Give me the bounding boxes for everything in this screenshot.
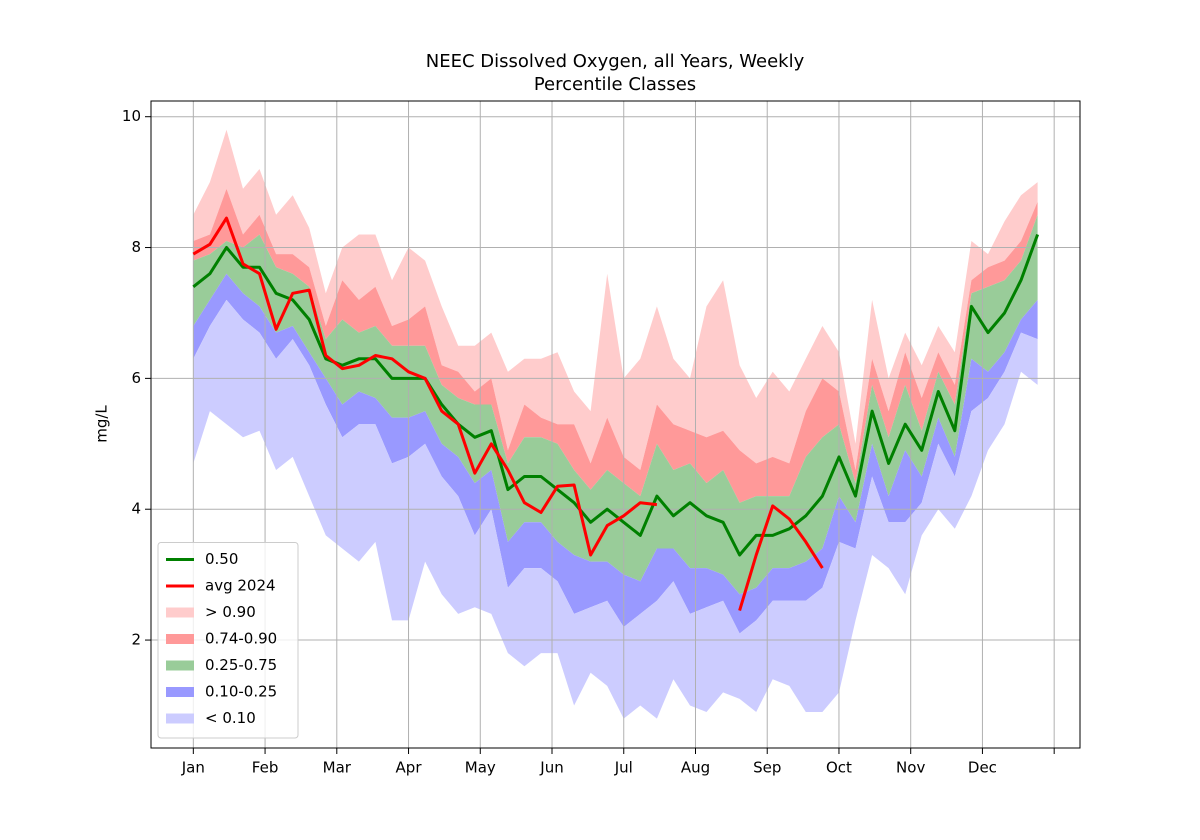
legend-swatch: [166, 713, 194, 724]
x-tick-label: Oct: [826, 759, 852, 777]
legend-label: 0.74-0.90: [205, 630, 277, 648]
legend-label: < 0.10: [205, 709, 256, 727]
legend-label: 0.50: [205, 550, 238, 568]
legend-swatch: [166, 660, 194, 671]
x-tick-label: Aug: [681, 759, 710, 777]
legend-swatch: [166, 634, 194, 644]
y-tick-label: 10: [122, 107, 141, 125]
series-line: [192, 216, 824, 612]
legend-swatch: [166, 607, 194, 618]
percentile-band: [193, 188, 1038, 503]
percentile-band: [193, 273, 1038, 634]
x-tick-label: Feb: [252, 759, 279, 777]
x-tick-label: Jul: [614, 759, 633, 777]
legend-label: avg 2024: [205, 577, 276, 595]
plot-frame: [150, 100, 1081, 749]
x-tick-label: Nov: [896, 759, 925, 777]
percentile-band: [193, 214, 1038, 595]
y-tick-label: 6: [131, 369, 141, 387]
percentile-band: [193, 299, 1038, 719]
x-tick-label: May: [465, 759, 496, 777]
y-axis-label: mg/L: [93, 405, 111, 443]
x-tick-label: Jan: [181, 759, 205, 777]
legend-swatch: [166, 687, 194, 697]
x-tick-label: Apr: [396, 759, 423, 777]
chart-title: NEEC Dissolved Oxygen, all Years, Weekly: [426, 51, 805, 72]
legend-label: 0.25-0.75: [205, 656, 277, 674]
x-tick-label: Dec: [968, 759, 997, 777]
chart-subtitle: Percentile Classes: [534, 74, 696, 95]
x-tick-label: Sep: [753, 759, 781, 777]
legend-label: > 0.90: [205, 603, 256, 621]
x-tick-label: Jun: [539, 759, 563, 777]
percentile-band: [193, 129, 1038, 471]
legend: 0.50 avg 2024 > 0.90 0.74-0.90 0.25-0.75 0.10…: [157, 542, 299, 739]
legend-label: 0.10-0.25: [205, 683, 277, 701]
y-tick-label: 4: [131, 500, 141, 518]
y-tick-label: 8: [131, 238, 141, 256]
y-tick-label: 2: [131, 631, 141, 649]
x-tick-label: Mar: [323, 759, 352, 777]
